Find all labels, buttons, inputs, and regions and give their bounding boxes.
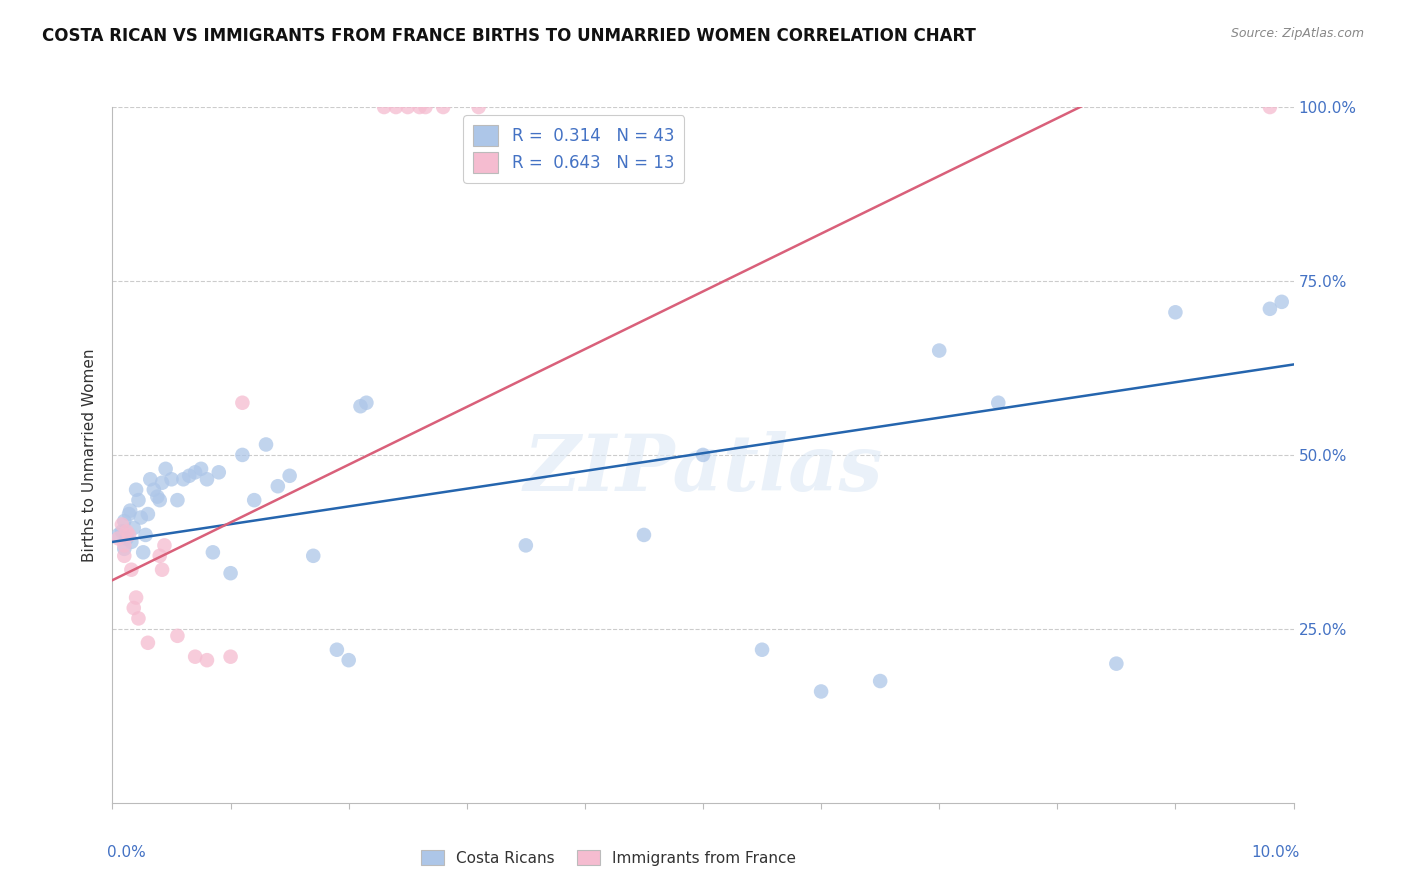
Point [1258, 100, 1281, 114]
Point [184, 649, 207, 664]
Point [118, 528, 141, 542]
Point [146, 490, 169, 504]
Point [267, 479, 290, 493]
Point [190, 462, 212, 476]
Point [1258, 301, 1281, 316]
Point [107, 532, 129, 546]
Point [243, 493, 266, 508]
Point [415, 100, 437, 114]
Point [184, 466, 207, 480]
Point [107, 528, 129, 542]
Point [302, 549, 325, 563]
Point [432, 100, 454, 114]
Point [115, 524, 138, 539]
Point [166, 629, 188, 643]
Point [111, 524, 134, 539]
Point [201, 545, 224, 559]
Point [118, 507, 141, 521]
Text: 10.0%: 10.0% [1251, 845, 1299, 860]
Point [129, 510, 152, 524]
Point [1105, 657, 1128, 671]
Point [122, 601, 145, 615]
Point [149, 493, 172, 508]
Point [515, 538, 537, 552]
Point [987, 396, 1010, 410]
Point [136, 507, 159, 521]
Point [132, 545, 155, 559]
Point [1271, 294, 1294, 309]
Point [127, 493, 149, 508]
Point [278, 468, 301, 483]
Point [112, 549, 135, 563]
Point [115, 532, 138, 546]
Point [122, 521, 145, 535]
Point [153, 538, 176, 552]
Point [112, 514, 135, 528]
Point [149, 549, 172, 563]
Point [254, 437, 277, 451]
Point [633, 528, 655, 542]
Point [337, 653, 360, 667]
Point [231, 396, 253, 410]
Point [142, 483, 165, 497]
Point [125, 591, 148, 605]
Point [396, 100, 419, 114]
Point [373, 100, 395, 114]
Text: Source: ZipAtlas.com: Source: ZipAtlas.com [1230, 27, 1364, 40]
Point [112, 541, 135, 556]
Point [172, 472, 194, 486]
Point [356, 396, 378, 410]
Point [231, 448, 253, 462]
Point [326, 642, 349, 657]
Point [349, 399, 371, 413]
Y-axis label: Births to Unmarried Women: Births to Unmarried Women [82, 348, 97, 562]
Point [195, 472, 218, 486]
Point [219, 566, 242, 581]
Point [810, 684, 832, 698]
Point [120, 563, 142, 577]
Point [219, 649, 242, 664]
Point [150, 563, 173, 577]
Point [139, 472, 162, 486]
Point [127, 611, 149, 625]
Text: 0.0%: 0.0% [107, 845, 145, 860]
Point [408, 100, 430, 114]
Point [928, 343, 950, 358]
Point [692, 448, 714, 462]
Point [111, 517, 134, 532]
Point [869, 674, 891, 689]
Point [751, 642, 773, 657]
Legend: Costa Ricans, Immigrants from France: Costa Ricans, Immigrants from France [415, 844, 803, 871]
Text: ZIPatlas: ZIPatlas [523, 431, 883, 507]
Text: COSTA RICAN VS IMMIGRANTS FROM FRANCE BIRTHS TO UNMARRIED WOMEN CORRELATION CHAR: COSTA RICAN VS IMMIGRANTS FROM FRANCE BI… [42, 27, 976, 45]
Point [120, 534, 142, 549]
Point [385, 100, 408, 114]
Point [160, 472, 183, 486]
Point [112, 538, 135, 552]
Point [166, 493, 188, 508]
Point [1164, 305, 1187, 319]
Point [467, 100, 489, 114]
Point [125, 483, 148, 497]
Point [135, 528, 157, 542]
Point [155, 462, 177, 476]
Point [208, 466, 231, 480]
Point [179, 468, 201, 483]
Point [136, 636, 159, 650]
Point [120, 503, 142, 517]
Point [150, 475, 173, 490]
Point [195, 653, 218, 667]
